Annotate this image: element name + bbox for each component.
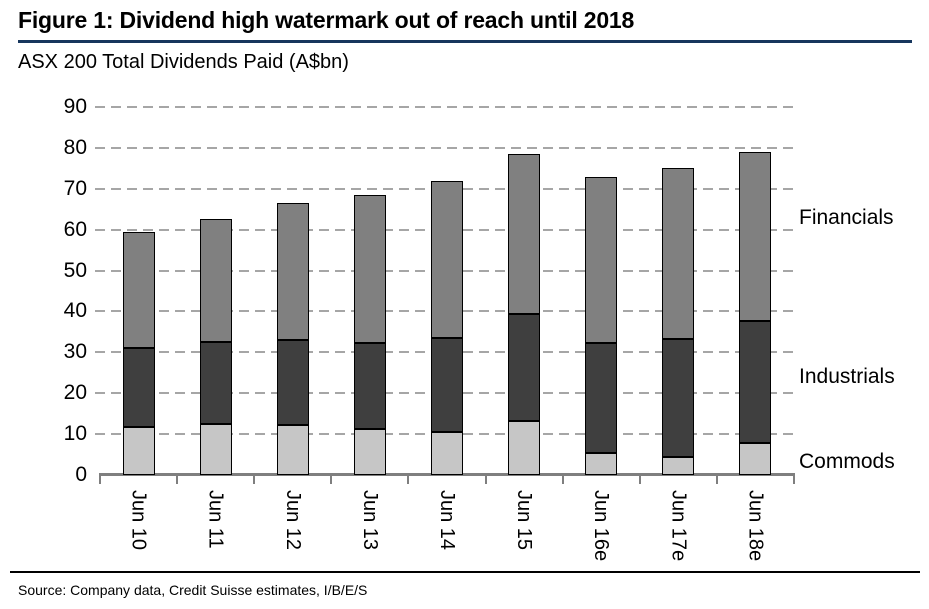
bar-segment-commods [739, 442, 772, 475]
x-axis-tick [638, 473, 641, 484]
gridline-90 [95, 106, 794, 108]
y-axis-label-60: 60 [63, 217, 87, 241]
bar-segment-industrials [353, 342, 386, 430]
x-axis-label-jun-18e: Jun 18e [744, 490, 767, 562]
bar-segment-industrials [276, 340, 309, 425]
source-divider [10, 571, 920, 573]
bar-jun-14 [431, 180, 463, 475]
bar-segment-industrials [431, 338, 463, 433]
y-axis-label-80: 80 [63, 135, 87, 159]
series-label-commods: Commods [799, 450, 895, 473]
bar-segment-industrials [122, 347, 155, 428]
x-axis-label-jun-17e: Jun 17e [667, 490, 690, 562]
x-axis-label-jun-11: Jun 11 [204, 490, 227, 549]
bar-segment-financials [353, 194, 386, 343]
bar-jun-12 [276, 203, 309, 475]
bar-segment-industrials [739, 320, 772, 443]
bar-segment-financials [585, 176, 618, 343]
bar-jun-10 [122, 231, 155, 475]
y-axis-label-20: 20 [63, 381, 87, 405]
bar-segment-financials [662, 168, 695, 339]
bar-segment-industrials [585, 342, 618, 453]
y-axis-label-50: 50 [63, 258, 87, 282]
y-axis-label-30: 30 [63, 340, 87, 364]
x-axis-label-jun-16e: Jun 16e [590, 490, 613, 562]
bar-jun-16e [585, 176, 618, 475]
x-axis-tick [561, 473, 564, 484]
title-underline [18, 40, 912, 43]
bar-segment-commods [199, 424, 232, 475]
x-axis-tick [484, 473, 487, 484]
x-axis-label-jun-14: Jun 14 [436, 490, 458, 551]
bar-segment-financials [122, 231, 155, 348]
x-axis-tick [176, 473, 179, 484]
series-label-financials: Financials [799, 206, 894, 229]
x-axis-label-jun-13: Jun 13 [358, 490, 381, 551]
bar-segment-commods [431, 432, 463, 475]
chart-subtitle: ASX 200 Total Dividends Paid (A$bn) [18, 51, 349, 73]
bar-segment-industrials [199, 342, 232, 425]
bar-segment-industrials [508, 314, 541, 421]
y-axis-label-10: 10 [63, 422, 87, 446]
y-axis-label-70: 70 [63, 176, 87, 200]
bar-segment-financials [431, 180, 463, 339]
x-axis-label-jun-15: Jun 15 [513, 490, 536, 551]
bar-jun-18e [739, 151, 772, 475]
y-axis-label-90: 90 [63, 95, 87, 118]
bar-segment-commods [276, 424, 309, 475]
y-axis-label-0: 0 [75, 463, 87, 486]
bar-jun-11 [199, 219, 232, 475]
bar-segment-commods [508, 420, 541, 475]
bar-jun-13 [353, 194, 386, 475]
bar-jun-17e [662, 168, 695, 475]
x-axis-tick [793, 473, 795, 484]
bar-segment-commods [353, 429, 386, 475]
x-axis-tick [407, 473, 410, 484]
bar-segment-financials [508, 154, 541, 315]
x-axis-tick [715, 473, 718, 484]
bar-segment-commods [585, 452, 618, 475]
y-axis-label-40: 40 [63, 299, 87, 323]
gridline-80 [95, 146, 794, 149]
source-text: Source: Company data, Credit Suisse esti… [18, 582, 368, 598]
x-axis-tick [330, 473, 333, 484]
bar-segment-commods [662, 456, 695, 475]
bar-segment-commods [122, 427, 155, 475]
x-axis-label-jun-12: Jun 12 [281, 490, 304, 551]
figure-title: Figure 1: Dividend high watermark out of… [18, 7, 635, 33]
bar-segment-industrials [662, 338, 695, 457]
bar-segment-financials [276, 203, 309, 341]
x-axis-tick [99, 473, 101, 484]
bar-segment-financials [739, 151, 772, 321]
x-axis-label-jun-10: Jun 10 [127, 490, 150, 551]
bar-jun-15 [508, 154, 541, 475]
x-axis-tick [253, 473, 256, 484]
bar-segment-financials [199, 219, 232, 343]
series-label-industrials: Industrials [799, 365, 895, 388]
